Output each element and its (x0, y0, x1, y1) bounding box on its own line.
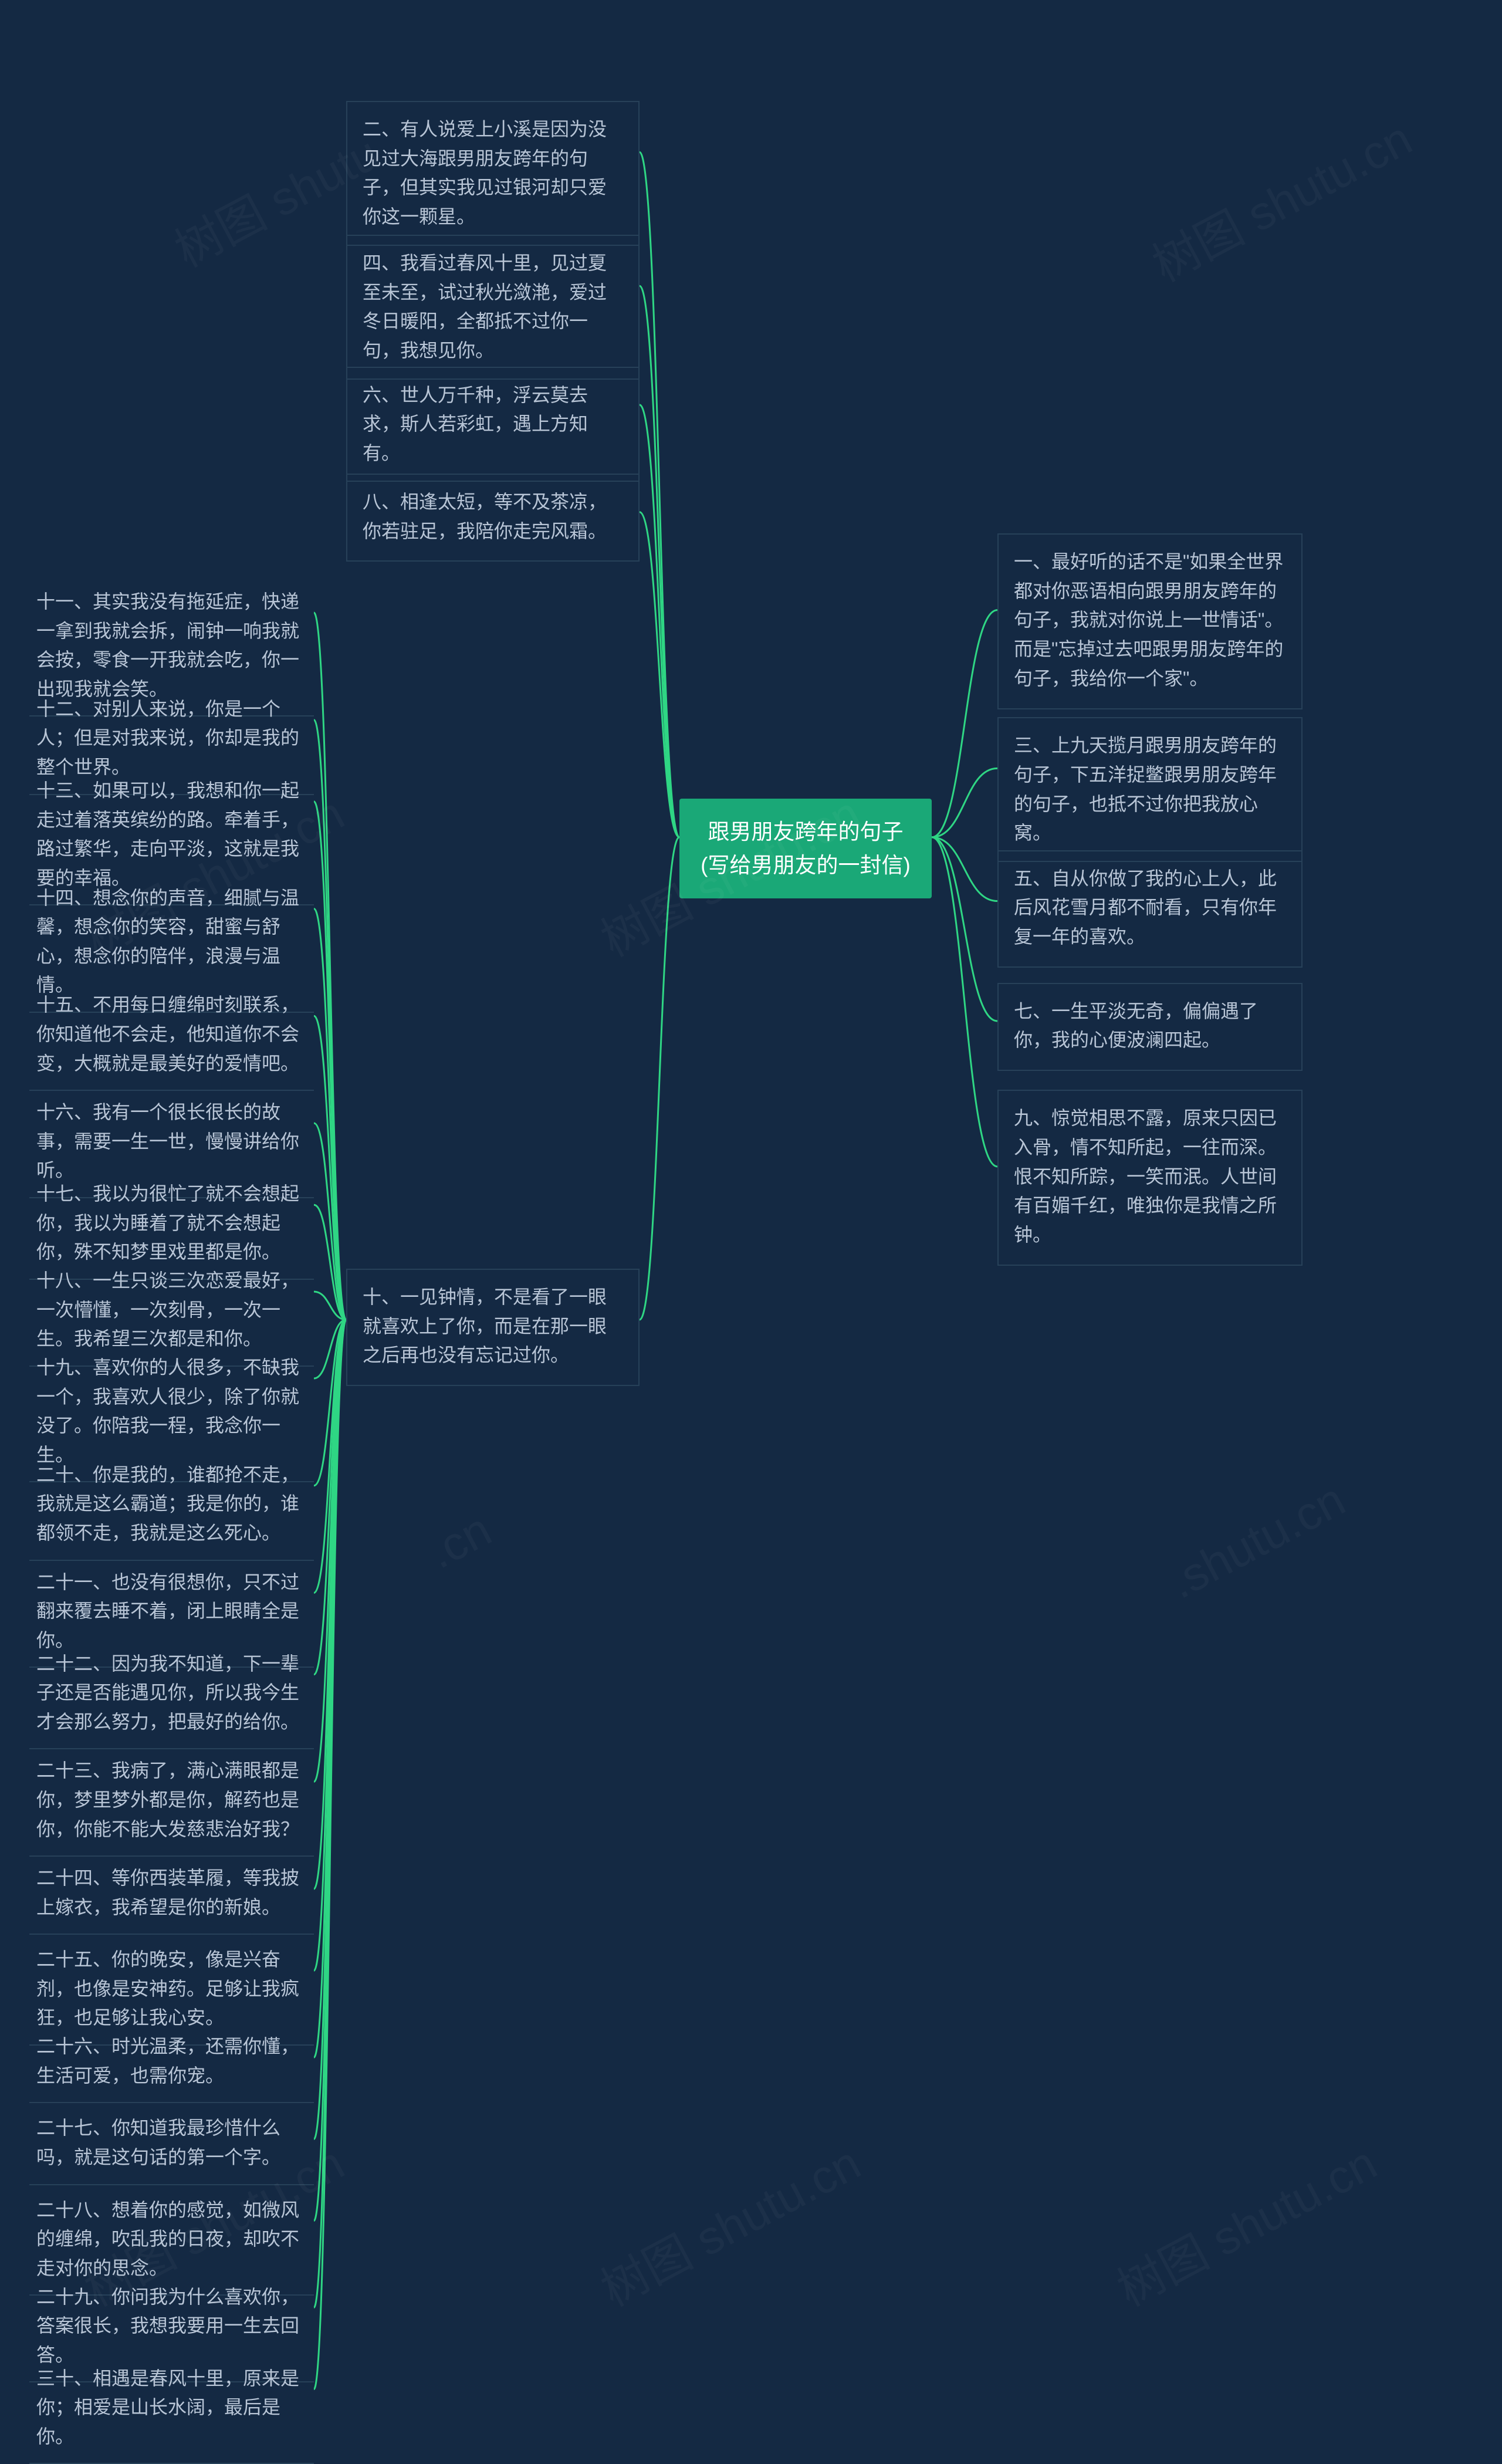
watermark: 树图 shutu.cn (1104, 2126, 1386, 2320)
left-leaf-4: 十五、不用每日缠绵时刻联系，你知道他不会走，他知道你不会变，大概就是最美好的爱情… (29, 980, 314, 1091)
left-upper-node-3: 八、相逢太短，等不及茶凉，你若驻足，我陪你走完风霜。 (346, 474, 640, 562)
left-leaf-11: 二十二、因为我不知道，下一辈子还是否能遇见你，所以我今生才会那么努力，把最好的给… (29, 1639, 314, 1750)
left-upper-node-1: 四、我看过春风十里，见过夏至未至，试过秋光潋滟，爱过冬日暖阳，全都抵不过你一句，… (346, 235, 640, 379)
left-leaf-15: 二十六、时光温柔，还需你懂，生活可爱，也需你宠。 (29, 2022, 314, 2103)
right-node-0: 一、最好听的话不是"如果全世界都对你恶语相向跟男朋友跨年的句子，我就对你说上一世… (997, 533, 1303, 709)
right-node-3: 七、一生平淡无奇，偏偏遇了你，我的心便波澜四起。 (997, 983, 1303, 1071)
left-leaf-16: 二十七、你知道我最珍惜什么吗，就是这句话的第一个字。 (29, 2103, 314, 2185)
watermark: 树图 shutu.cn (587, 2126, 870, 2320)
left-upper-node-0: 二、有人说爱上小溪是因为没见过大海跟男朋友跨年的句子，但其实我见过银河却只爱你这… (346, 101, 640, 245)
left-leaf-9: 二十、你是我的，谁都抢不走，我就是这么霸道；我是你的，谁都领不走，我就是这么死心… (29, 1450, 314, 1561)
watermark: .cn (420, 1502, 500, 1579)
left-leaf-12: 二十三、我病了，满心满眼都是你，梦里梦外都是你，解药也是你，你能不能大发慈悲治好… (29, 1746, 314, 1857)
left-leaf-13: 二十四、等你西装革履，等我披上嫁衣，我希望是你的新娘。 (29, 1853, 314, 1935)
right-node-1: 三、上九天揽月跟男朋友跨年的句子，下五洋捉鳖跟男朋友跨年的句子，也抵不过你把我放… (997, 717, 1303, 861)
left-upper-node-2: 六、世人万千种，浮云莫去求，斯人若彩虹，遇上方知有。 (346, 367, 640, 482)
left-leaf-19: 三十、相遇是春风十里，原来是你；相爱是山长水阔，最后是你。 (29, 2354, 314, 2464)
watermark: 树图 shutu.cn (1139, 102, 1422, 295)
right-node-2: 五、自从你做了我的心上人，此后风花雪月都不耐看，只有你年复一年的喜欢。 (997, 850, 1303, 968)
right-node-4: 九、惊觉相思不露，原来只因已入骨，情不知所起，一往而深。恨不知所踪，一笑而泯。人… (997, 1090, 1303, 1266)
left-branch-node: 十、一见钟情，不是看了一眼就喜欢上了你，而是在那一眼之后再也没有忘记过你。 (346, 1269, 640, 1386)
watermark: .shutu.cn (1160, 1472, 1354, 1610)
center-node: 跟男朋友跨年的句子(写给男朋友的一封信) (679, 799, 932, 899)
